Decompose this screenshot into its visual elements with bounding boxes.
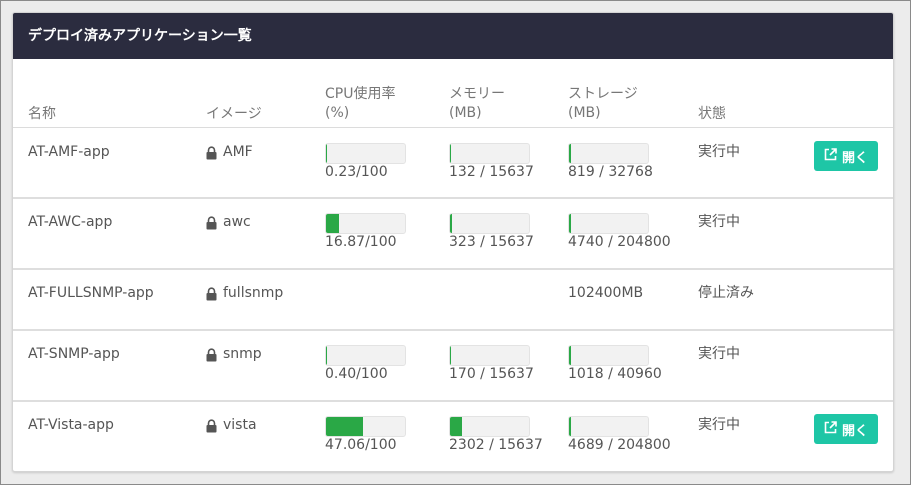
open-app-button[interactable]: 開く xyxy=(814,414,878,444)
app-image-name: awc xyxy=(223,214,251,230)
app-image: awc xyxy=(206,213,251,232)
app-name: AT-SNMP-app xyxy=(28,346,120,362)
column-header-memory: メモリー (MB) xyxy=(449,85,505,123)
table-row: AT-AMF-app AMF 0.23/100 132 / 15637 819 / 32… xyxy=(13,127,893,199)
cpu-usage-value: 16.87/100 xyxy=(325,234,397,250)
memory-usage-value: 2302 / 15637 xyxy=(449,437,543,453)
lock-icon xyxy=(206,347,217,362)
memory-usage-bar xyxy=(449,416,530,437)
app-image-name: snmp xyxy=(223,346,262,362)
table-row: AT-SNMP-app snmp 0.40/100 170 / 15637 1018 /… xyxy=(13,329,893,402)
app-image-name: vista xyxy=(223,417,257,433)
lock-icon xyxy=(206,286,217,301)
column-header-storage: ストレージ (MB) xyxy=(568,85,638,123)
table-row: AT-AWC-app awc 16.87/100 323 / 15637 4740 / … xyxy=(13,197,893,270)
lock-icon xyxy=(206,418,217,433)
storage-usage-value: 4689 / 204800 xyxy=(568,437,671,453)
cpu-usage-bar xyxy=(325,213,406,234)
table-row: AT-Vista-app vista 47.06/100 2302 / 15637 46… xyxy=(13,400,893,471)
external-link-icon xyxy=(824,147,842,165)
storage-usage-bar xyxy=(568,143,649,164)
storage-usage-bar xyxy=(568,345,649,366)
storage-usage-bar xyxy=(568,213,649,234)
memory-usage-bar xyxy=(449,143,530,164)
memory-usage-bar xyxy=(449,345,530,366)
storage-usage-value: 819 / 32768 xyxy=(568,164,653,180)
cpu-usage-bar xyxy=(325,416,406,437)
column-header-memory-unit: (MB) xyxy=(449,105,482,121)
column-header-storage-label: ストレージ xyxy=(568,86,638,102)
column-header-name: 名称 xyxy=(28,106,56,122)
app-image: fullsnmp xyxy=(206,284,283,303)
app-image: vista xyxy=(206,416,257,435)
memory-usage-value: 170 / 15637 xyxy=(449,366,534,382)
column-header-memory-label: メモリー xyxy=(449,86,505,102)
column-header-storage-unit: (MB) xyxy=(568,105,601,121)
app-image: AMF xyxy=(206,143,253,162)
deployed-apps-panel: デプロイ済みアプリケーション一覧 名称 イメージ CPU使用率 (%) メモリー… xyxy=(12,12,894,472)
status-label: 実行中 xyxy=(698,346,740,362)
column-header-cpu: CPU使用率 (%) xyxy=(325,85,395,123)
table-row: AT-FULLSNMP-app fullsnmp 102400MB 停止済み xyxy=(13,268,893,331)
status-label: 停止済み xyxy=(698,285,754,301)
status-label: 実行中 xyxy=(698,214,740,230)
app-image: snmp xyxy=(206,345,262,364)
cpu-usage-value: 47.06/100 xyxy=(325,437,397,453)
app-name: AT-AMF-app xyxy=(28,144,110,160)
app-image-name: AMF xyxy=(223,144,253,160)
column-header-cpu-label: CPU使用率 xyxy=(325,86,396,102)
column-header-cpu-unit: (%) xyxy=(325,105,350,121)
open-app-button[interactable]: 開く xyxy=(814,141,878,171)
storage-size: 102400MB xyxy=(568,285,644,301)
storage-usage-bar xyxy=(568,416,649,437)
cpu-usage-value: 0.40/100 xyxy=(325,366,388,382)
storage-usage-value: 4740 / 204800 xyxy=(568,234,671,250)
memory-usage-bar xyxy=(449,213,530,234)
app-name: AT-FULLSNMP-app xyxy=(28,285,154,301)
lock-icon xyxy=(206,145,217,160)
cpu-usage-bar xyxy=(325,143,406,164)
column-header-status: 状態 xyxy=(698,106,726,122)
cpu-usage-value: 0.23/100 xyxy=(325,164,388,180)
status-label: 実行中 xyxy=(698,144,740,160)
app-name: AT-AWC-app xyxy=(28,214,113,230)
external-link-icon xyxy=(824,420,842,438)
cpu-usage-bar xyxy=(325,345,406,366)
lock-icon xyxy=(206,215,217,230)
panel-title: デプロイ済みアプリケーション一覧 xyxy=(13,13,893,59)
storage-usage-value: 1018 / 40960 xyxy=(568,366,662,382)
memory-usage-value: 323 / 15637 xyxy=(449,234,534,250)
open-button-label: 開く xyxy=(841,150,868,166)
table-header: 名称 イメージ CPU使用率 (%) メモリー (MB) ストレージ (MB) … xyxy=(13,59,893,128)
app-image-name: fullsnmp xyxy=(223,285,284,301)
status-label: 実行中 xyxy=(698,417,740,433)
open-button-label: 開く xyxy=(841,423,868,439)
column-header-image: イメージ xyxy=(206,106,262,122)
app-name: AT-Vista-app xyxy=(28,417,114,433)
memory-usage-value: 132 / 15637 xyxy=(449,164,534,180)
